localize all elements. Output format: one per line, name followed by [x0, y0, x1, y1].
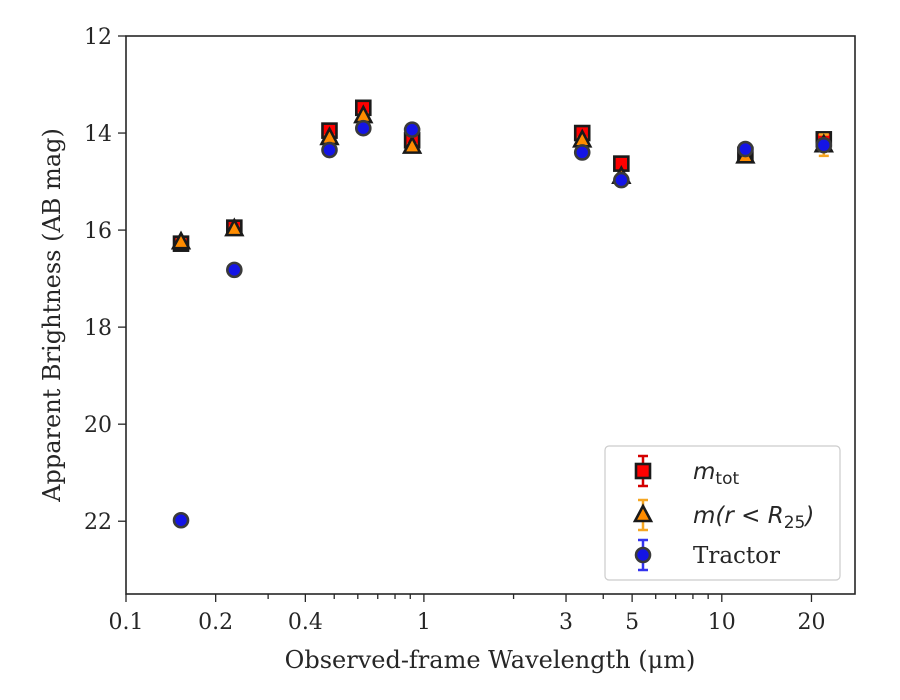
- data-point-tractor: [354, 119, 372, 137]
- plot-frame: [125, 35, 856, 595]
- data-point-mr25: [319, 126, 340, 146]
- marker-mr25-triangle: [401, 134, 423, 154]
- data-point-mr25: [170, 230, 192, 250]
- x-tick-label: 1: [417, 610, 431, 635]
- x-tick-label: 20: [797, 610, 825, 635]
- x-tick-label: 10: [708, 610, 736, 635]
- data-point-tractor: [321, 141, 338, 159]
- legend-label-mr25: m(r < R25): [693, 503, 814, 533]
- marker-tractor-circle: [737, 140, 754, 158]
- y-tick-label: 20: [84, 413, 112, 438]
- y-tick-label: 12: [84, 25, 112, 50]
- legend-markers: [632, 454, 654, 572]
- axis-ticks: 0.1 0.2 0.4 1 3 5 10 20 12 14 16 18 20 22: [84, 25, 825, 635]
- marker-tractor-circle: [354, 119, 372, 137]
- marker-tractor-circle: [403, 121, 421, 138]
- marker-mr25-triangle: [170, 230, 192, 250]
- x-axis-title: Observed-frame Wavelength (μm): [285, 646, 696, 674]
- marker-tractor-circle: [815, 136, 833, 154]
- data-point-tractor: [403, 121, 421, 138]
- legend-marker-tractor: [634, 538, 652, 572]
- data-point-mr25: [224, 217, 245, 237]
- data-point-tractor: [172, 511, 190, 529]
- marker-tractor-circle: [172, 511, 190, 529]
- marker-tractor-circle: [321, 141, 338, 159]
- x-tick-label: 0.2: [198, 610, 233, 635]
- data-point-tractor: [226, 261, 243, 279]
- data-points: [170, 99, 834, 529]
- data-point-tractor: [737, 140, 754, 158]
- marker-tractor-circle: [573, 144, 591, 161]
- y-tick-label: 22: [84, 510, 112, 535]
- y-tick-label: 14: [84, 122, 112, 147]
- data-point-tractor: [815, 136, 833, 154]
- y-tick-label: 16: [84, 219, 112, 244]
- marker-mr25-triangle: [224, 217, 245, 237]
- x-tick-label: 3: [559, 610, 573, 635]
- legend-marker-mtot: [634, 454, 652, 488]
- legend-label-tractor: Tractor: [693, 543, 780, 569]
- legend: mtot m(r < R25) Tractor: [604, 445, 841, 581]
- data-point-tractor: [573, 144, 591, 161]
- x-tick-label: 0.1: [109, 610, 144, 635]
- y-tick-label: 18: [84, 316, 112, 341]
- marker-tractor-circle: [226, 261, 243, 279]
- data-point-tractor: [613, 171, 630, 189]
- legend-label-mtot: mtot: [693, 459, 739, 489]
- marker-tractor-circle: [613, 171, 630, 189]
- legend-mr25-triangle: [632, 503, 654, 523]
- data-point-mr25: [401, 134, 423, 154]
- legend-tractor-circle: [634, 546, 652, 564]
- legend-mtot-square: [634, 462, 652, 480]
- y-axis-title: Apparent Brightness (AB mag): [38, 128, 66, 503]
- x-tick-label: 0.4: [288, 610, 323, 635]
- legend-marker-mr25: [632, 498, 654, 532]
- x-tick-label: 5: [625, 610, 639, 635]
- legend-box: [604, 445, 841, 581]
